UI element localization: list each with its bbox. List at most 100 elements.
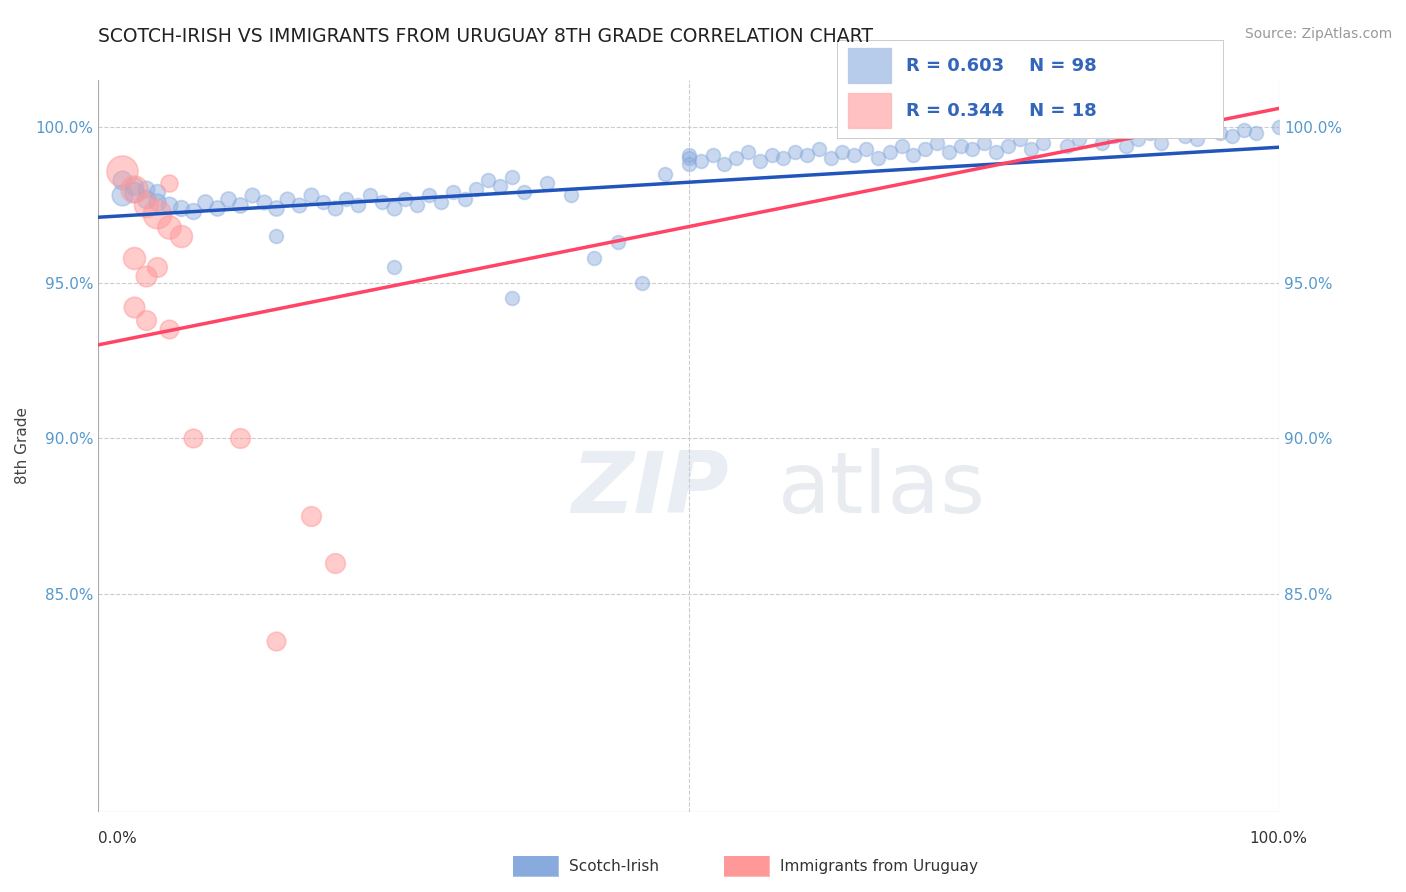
Point — [748, 154, 770, 169]
Point — [122, 182, 145, 196]
Point — [465, 182, 488, 196]
Point — [903, 148, 925, 162]
Point — [879, 145, 901, 159]
Point — [1067, 132, 1090, 146]
Point — [146, 260, 169, 274]
Point — [382, 201, 405, 215]
Point — [135, 192, 157, 206]
Point — [323, 556, 346, 570]
Point — [453, 192, 475, 206]
Point — [406, 198, 429, 212]
Point — [973, 136, 995, 150]
Point — [477, 173, 499, 187]
Point — [702, 148, 724, 162]
Point — [1185, 132, 1208, 146]
Point — [276, 192, 298, 206]
Point — [181, 204, 204, 219]
Y-axis label: 8th Grade: 8th Grade — [15, 408, 30, 484]
Point — [938, 145, 960, 159]
Point — [1233, 123, 1256, 137]
Point — [194, 194, 217, 209]
Point — [1102, 129, 1125, 144]
Point — [157, 198, 180, 212]
Point — [1220, 129, 1243, 144]
Point — [135, 198, 157, 212]
Point — [583, 251, 606, 265]
Point — [122, 251, 145, 265]
Text: atlas: atlas — [778, 449, 986, 532]
Point — [157, 176, 180, 190]
Point — [949, 138, 972, 153]
Point — [157, 219, 180, 234]
Point — [1209, 126, 1232, 140]
Point — [135, 313, 157, 327]
Point — [678, 157, 700, 171]
Point — [1008, 132, 1031, 146]
Point — [512, 186, 534, 200]
Point — [962, 142, 984, 156]
Point — [725, 151, 748, 165]
Point — [807, 142, 830, 156]
Point — [820, 151, 842, 165]
Point — [689, 154, 711, 169]
Point — [146, 186, 169, 200]
Point — [866, 151, 889, 165]
Point — [654, 167, 676, 181]
Point — [1126, 132, 1149, 146]
Point — [925, 136, 948, 150]
Point — [299, 188, 322, 202]
Text: R = 0.344    N = 18: R = 0.344 N = 18 — [905, 102, 1097, 120]
Point — [1139, 126, 1161, 140]
Point — [1032, 136, 1054, 150]
Point — [418, 188, 440, 202]
Point — [146, 194, 169, 209]
Text: Immigrants from Uruguay: Immigrants from Uruguay — [780, 859, 979, 873]
Point — [855, 142, 877, 156]
Point — [914, 142, 936, 156]
Point — [441, 186, 464, 200]
Bar — [848, 48, 891, 83]
Point — [347, 198, 370, 212]
Point — [489, 179, 512, 194]
Point — [122, 186, 145, 200]
Point — [1268, 120, 1291, 134]
Point — [501, 169, 523, 184]
Point — [630, 276, 652, 290]
Point — [135, 269, 157, 284]
Point — [335, 192, 357, 206]
Point — [984, 145, 1007, 159]
Point — [785, 145, 807, 159]
Point — [371, 194, 394, 209]
Text: R = 0.603    N = 98: R = 0.603 N = 98 — [905, 57, 1097, 75]
Point — [170, 228, 193, 243]
Point — [170, 201, 193, 215]
Point — [146, 207, 169, 221]
Text: 0.0%: 0.0% — [98, 831, 138, 846]
Text: Scotch-Irish: Scotch-Irish — [569, 859, 659, 873]
Point — [997, 138, 1019, 153]
Point — [240, 188, 263, 202]
Point — [796, 148, 818, 162]
Point — [135, 182, 157, 196]
Point — [1174, 129, 1197, 144]
Point — [678, 151, 700, 165]
Point — [536, 176, 558, 190]
Point — [111, 163, 134, 178]
Text: 100.0%: 100.0% — [1250, 831, 1308, 846]
Point — [1150, 136, 1173, 150]
Point — [844, 148, 866, 162]
Point — [205, 201, 228, 215]
Bar — [848, 93, 891, 128]
Point — [1091, 136, 1114, 150]
Point — [253, 194, 276, 209]
Point — [217, 192, 239, 206]
Point — [323, 201, 346, 215]
Point — [229, 198, 252, 212]
Point — [312, 194, 335, 209]
Point — [1021, 142, 1043, 156]
Point — [264, 228, 287, 243]
Point — [607, 235, 630, 249]
Point — [831, 145, 853, 159]
Point — [122, 301, 145, 315]
Point — [264, 633, 287, 648]
